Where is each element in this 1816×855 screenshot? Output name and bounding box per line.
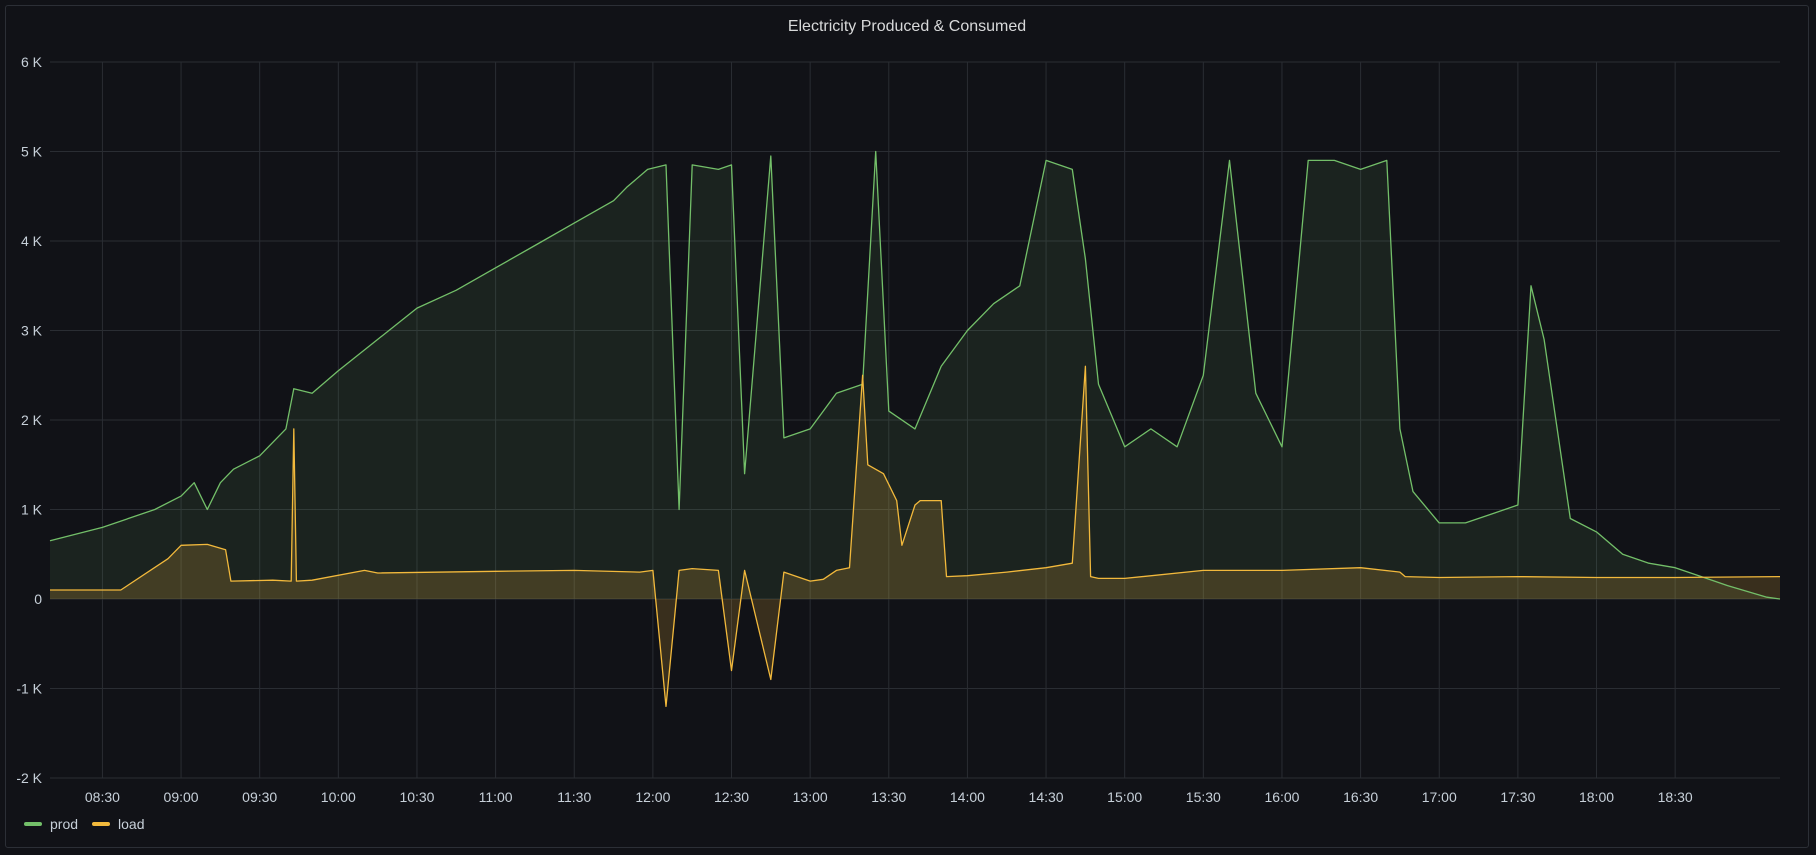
legend-swatch-prod [24, 822, 42, 826]
series-area-prod [50, 151, 1780, 599]
legend-item-prod[interactable]: prod [24, 816, 78, 832]
grid-lines [50, 61, 1780, 779]
y-axis: -2 K -1 K 0 1 K 2 K 3 K 4 K 5 K 6 K [16, 54, 42, 786]
panel-title: Electricity Produced & Consumed [787, 18, 1027, 35]
series-line-prod[interactable] [49, 150, 1781, 600]
x-tick-label: 14:30 [1029, 789, 1064, 805]
x-tick-label: 16:30 [1343, 789, 1378, 805]
x-tick-label: 15:30 [1186, 789, 1221, 805]
x-tick-label: 08:30 [85, 789, 120, 805]
legend-label-prod: prod [50, 816, 79, 832]
legend-item-load[interactable]: load [92, 816, 145, 832]
x-tick-label: 09:30 [242, 789, 277, 805]
series-lines [49, 150, 1781, 708]
x-axis: 08:30 09:00 09:30 10:00 10:30 11:00 11:30 12:00… [85, 789, 1693, 805]
x-tick-label: 18:30 [1658, 789, 1693, 805]
y-tick-label: -2 K [16, 770, 42, 786]
x-tick-label: 10:00 [321, 789, 356, 805]
x-tick-label: 10:30 [399, 789, 434, 805]
y-tick-label: 2 K [21, 412, 43, 428]
x-tick-label: 16:00 [1264, 789, 1299, 805]
x-tick-label: 13:00 [793, 789, 828, 805]
series-area-load [50, 366, 1780, 707]
y-tick-label: 4 K [21, 233, 43, 249]
y-tick-label: 5 K [21, 144, 43, 160]
x-tick-label: 12:30 [714, 789, 749, 805]
x-tick-label: 12:00 [635, 789, 670, 805]
legend-swatch-load [92, 822, 111, 826]
y-tick-label: 0 [34, 591, 42, 607]
x-tick-label: 15:00 [1107, 789, 1142, 805]
series-areas [50, 151, 1780, 707]
legend: prod load [24, 816, 145, 832]
series-line-load[interactable] [50, 365, 1781, 708]
x-tick-label: 11:00 [479, 789, 513, 805]
y-tick-label: 1 K [21, 502, 43, 518]
x-tick-label: 14:00 [950, 789, 985, 805]
x-tick-label: 18:00 [1579, 789, 1614, 805]
chart-panel: Electricity Produced & Consumed [5, 5, 1809, 848]
x-tick-label: 09:00 [164, 789, 199, 805]
legend-label-load: load [118, 816, 145, 832]
x-tick-label: 13:30 [871, 789, 906, 805]
y-tick-label: 6 K [21, 54, 43, 70]
x-tick-label: 17:00 [1422, 789, 1457, 805]
y-tick-label: 3 K [21, 323, 43, 339]
x-tick-label: 17:30 [1500, 789, 1535, 805]
x-tick-label: 11:30 [557, 789, 591, 805]
y-tick-label: -1 K [16, 681, 42, 697]
